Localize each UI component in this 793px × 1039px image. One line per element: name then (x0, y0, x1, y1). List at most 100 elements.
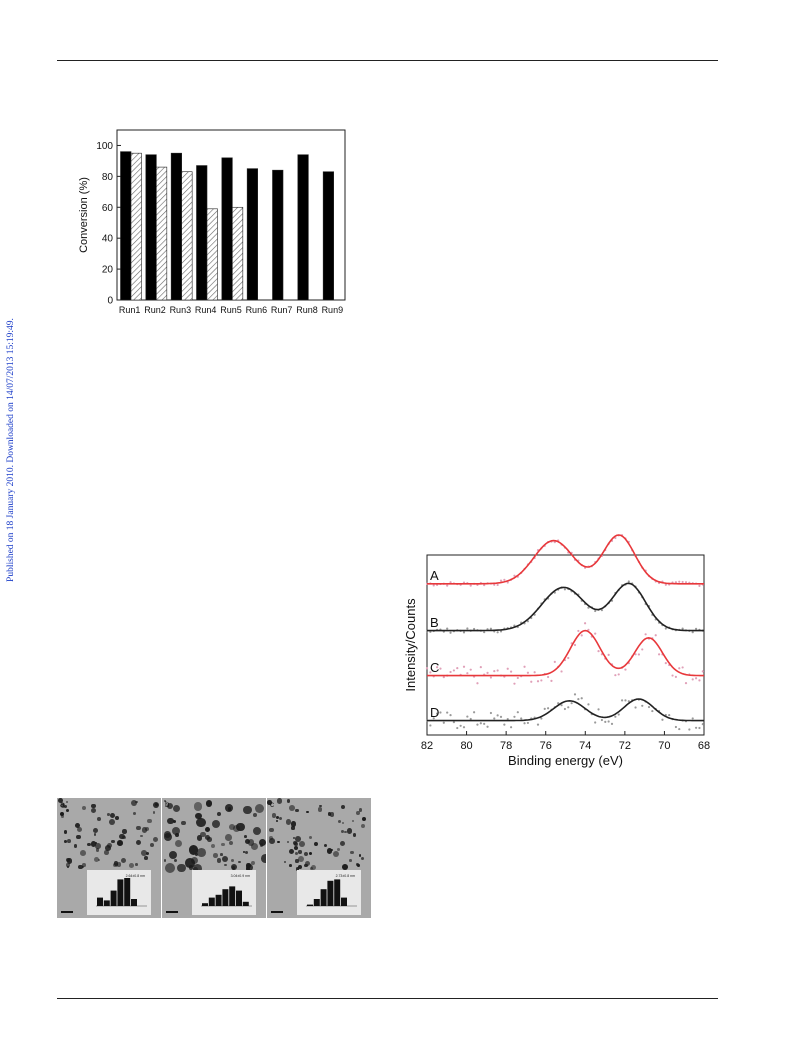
nanoparticle (228, 840, 234, 846)
data-point (452, 721, 456, 724)
nanoparticle (228, 824, 235, 831)
nanoparticle (294, 836, 301, 842)
data-point (691, 631, 694, 634)
nanoparticle (97, 858, 100, 861)
x-tick-label: 72 (619, 740, 631, 752)
nanoparticle (232, 824, 240, 832)
histogram-bar (131, 899, 137, 906)
data-point (580, 634, 583, 637)
data-point (674, 725, 678, 729)
nanoparticle (82, 805, 87, 810)
data-point (432, 717, 435, 720)
nanoparticle (258, 838, 266, 847)
nanoparticle (132, 811, 136, 815)
nanoparticle (177, 863, 186, 872)
data-point (668, 713, 671, 717)
data-point (496, 583, 499, 587)
data-point (506, 717, 509, 721)
histogram-bar (320, 889, 327, 906)
data-point (674, 581, 678, 584)
nanoparticle (105, 845, 112, 852)
nanoparticle (339, 840, 345, 847)
data-point (560, 670, 563, 673)
nanoparticle (269, 836, 274, 841)
nanoparticle (284, 860, 287, 863)
nanoparticle (164, 862, 175, 873)
data-point (483, 584, 486, 587)
nanoparticle (340, 829, 345, 834)
nanoparticle (207, 837, 212, 842)
data-point (459, 724, 462, 727)
nanoparticle (185, 858, 195, 869)
histogram-bar (327, 880, 334, 906)
bar-dark (196, 165, 208, 301)
x-tick-label: Run1 (119, 305, 141, 315)
data-point (442, 676, 445, 679)
data-point (476, 723, 479, 726)
data-point (681, 627, 684, 630)
x-tick-label: Run5 (220, 305, 242, 315)
nanoparticle (94, 856, 100, 862)
data-point (523, 665, 526, 668)
nanoparticle (135, 840, 141, 846)
nanoparticle (336, 847, 341, 852)
nanoparticle (297, 864, 302, 869)
data-point (698, 726, 701, 730)
nanoparticle (134, 863, 138, 867)
nanoparticle (352, 819, 355, 822)
xps-spectra-chart: 82 80 78 76 74 72 70 68 A B C D Binding energy (eV) I… (403, 534, 710, 768)
data-point (614, 674, 617, 677)
data-point (513, 574, 516, 577)
data-point (483, 631, 486, 634)
nanoparticle (189, 845, 199, 855)
nanoparticle (225, 833, 232, 841)
data-point (452, 669, 456, 672)
data-point (701, 670, 704, 673)
data-point (536, 680, 540, 683)
nanoparticle (192, 867, 199, 873)
publication-note: Published on 18 January 2010. Downloaded… (2, 300, 20, 600)
data-point (466, 672, 469, 675)
data-point (701, 723, 704, 726)
histogram-bar (222, 889, 229, 906)
y-tick-label: 20 (102, 265, 114, 276)
nanoparticle (78, 864, 83, 870)
nanoparticle (167, 803, 174, 810)
data-point (573, 693, 577, 696)
nanoparticle (145, 826, 150, 831)
nanoparticle (275, 815, 280, 820)
data-point (641, 704, 644, 707)
nanoparticle (314, 842, 318, 847)
data-point (429, 724, 432, 727)
bar-hatched (206, 208, 218, 301)
nanoparticle (115, 815, 120, 820)
fit-line (427, 582, 704, 632)
nanoparticle (250, 861, 255, 866)
nanoparticle (175, 840, 183, 848)
nanoparticle (295, 859, 299, 863)
nanoparticle (344, 830, 348, 834)
nanoparticle (309, 851, 313, 855)
data-point (691, 717, 694, 720)
data-point (587, 703, 590, 706)
data-point (526, 671, 530, 674)
nanoparticle (109, 813, 116, 819)
data-point (546, 707, 550, 710)
nanoparticle (238, 860, 241, 864)
histogram-bar (242, 901, 249, 906)
data-point (617, 713, 620, 716)
nanoparticle (196, 834, 203, 841)
nanoparticle (131, 800, 138, 807)
histogram-bar (110, 890, 117, 906)
nanoparticle (153, 801, 160, 808)
nanoparticle (245, 838, 251, 845)
data-point (647, 705, 651, 709)
x-axis-label: Binding energy (eV) (508, 753, 623, 768)
bar-dark (297, 154, 309, 301)
nanoparticle (173, 858, 178, 863)
nanoparticle (310, 864, 316, 870)
histogram-bar (341, 897, 347, 906)
data-point (594, 609, 597, 613)
series-label: D (430, 705, 439, 720)
nanoparticle (306, 810, 309, 813)
